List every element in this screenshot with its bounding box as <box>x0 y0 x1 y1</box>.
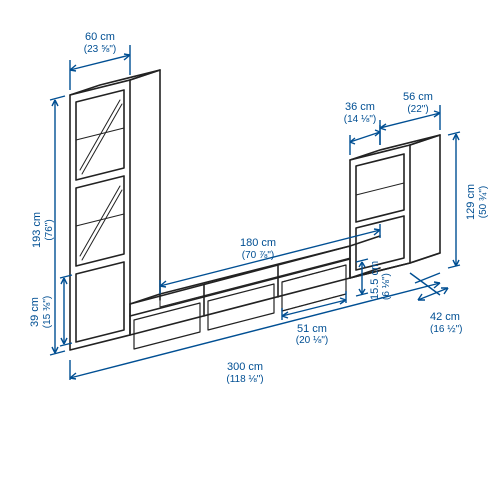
furniture-diagram: 60 cm (23 ⅝") 193 cm (76") 180 cm (70 ⅞"… <box>0 0 500 500</box>
dim-drawer-height: 15.5 cm <box>369 261 381 300</box>
dim-total-width-imp: (118 ⅛") <box>226 374 263 385</box>
dim-top-right-depth-imp: (14 ⅛") <box>344 114 376 125</box>
dim-drawer-height-imp: (6 ⅛") <box>381 273 392 300</box>
dim-left-height-imp: (76") <box>44 219 55 240</box>
furniture-outline <box>70 70 440 350</box>
dim-right-height-imp: (50 ¾") <box>478 186 489 218</box>
dim-top-left-width-imp: (23 ⅝") <box>84 44 116 55</box>
dimension-labels: 60 cm (23 ⅝") 193 cm (76") 180 cm (70 ⅞"… <box>29 31 489 385</box>
dim-depth-right: 42 cm <box>430 311 460 323</box>
dim-drawer-width: 51 cm <box>297 323 327 335</box>
dim-top-right-depth: 36 cm <box>345 101 375 113</box>
dim-depth-right-imp: (16 ½") <box>430 324 462 335</box>
dim-left-height: 193 cm <box>31 212 43 248</box>
dim-top-right-width-imp: (22") <box>407 104 428 115</box>
dim-lower-door: 39 cm <box>29 297 41 327</box>
dim-right-height: 129 cm <box>465 184 477 220</box>
dim-lower-door-imp: (15 ⅜") <box>42 296 53 328</box>
dim-drawer-width-imp: (20 ⅛") <box>296 335 328 346</box>
dim-shelf-span-imp: (70 ⅞") <box>242 250 274 261</box>
dim-top-right-width: 56 cm <box>403 91 433 103</box>
dimension-lines <box>50 45 460 380</box>
dim-top-left-width: 60 cm <box>85 31 115 43</box>
dim-total-width: 300 cm <box>227 361 263 373</box>
dim-shelf-span: 180 cm <box>240 237 276 249</box>
